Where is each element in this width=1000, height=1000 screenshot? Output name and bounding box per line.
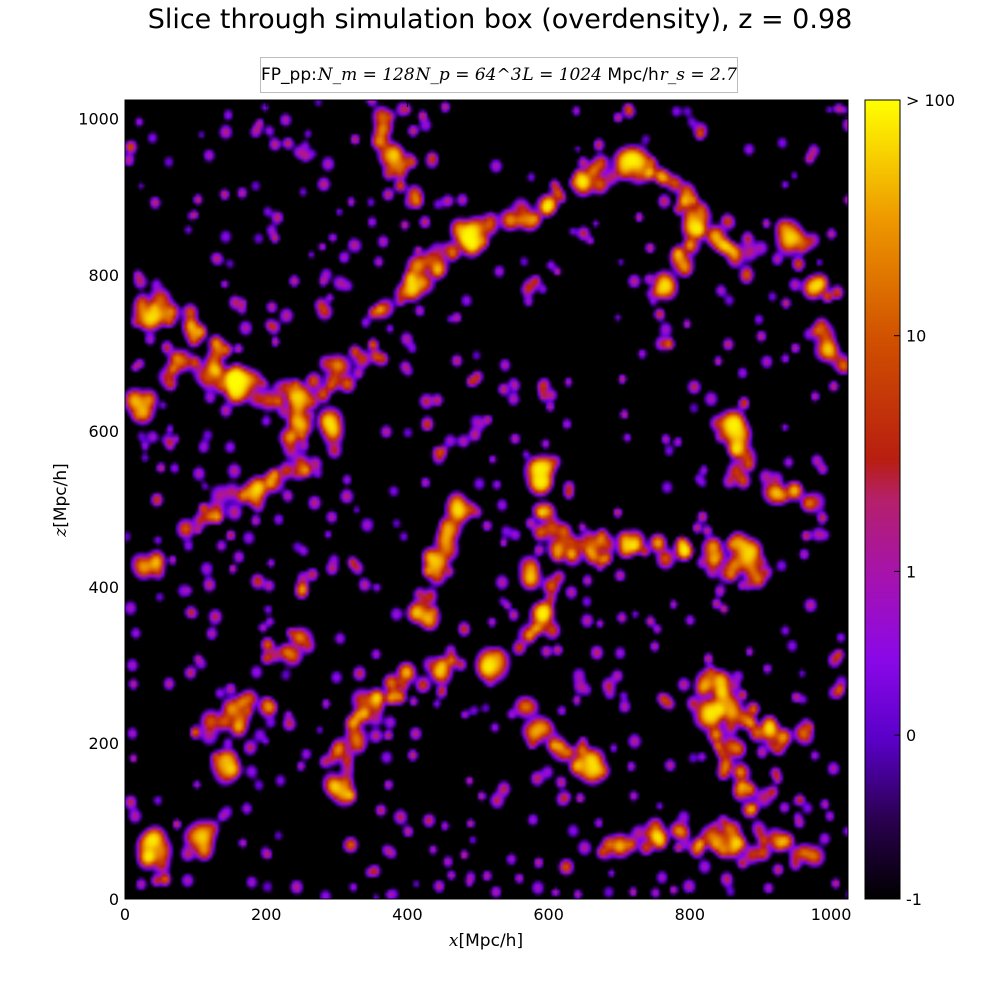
y-axis: 0 200 400 600 800 1000 (78, 110, 848, 909)
y-tick-label: 200 (88, 734, 119, 753)
subtitle-l: L = 1024 (522, 65, 602, 85)
colorbar-tick-label: 1 (906, 562, 916, 581)
x-axis-label: x[Mpc/h] (449, 931, 523, 951)
chart-subtitle-box: FP_pp: N_m = 128 N_p = 64^3 L = 1024 Mpc… (260, 57, 738, 93)
x-tick-label: 200 (251, 905, 282, 924)
colorbar-tick-label: -1 (906, 890, 922, 909)
x-tick-label: 1000 (811, 905, 852, 924)
density-heatmap-image (125, 100, 848, 899)
subtitle-r-s: r_s = 2.7 (659, 65, 738, 85)
y-axis-label-var: z (51, 527, 71, 538)
subtitle-prefix: FP_pp: (261, 65, 317, 85)
x-tick-label: 400 (392, 905, 423, 924)
y-axis-label-unit: [Mpc/h] (51, 463, 71, 528)
subtitle-l-unit: Mpc/h (607, 65, 659, 85)
colorbar (864, 99, 901, 900)
y-tick-label: 1000 (78, 110, 119, 129)
y-tick-label: 400 (88, 578, 119, 597)
colorbar-tick-label: 10 (906, 327, 926, 346)
x-tick-label: 0 (120, 905, 130, 924)
x-axis-label-var: x (449, 931, 459, 951)
x-tick-label: 600 (533, 905, 564, 924)
y-tick-label: 0 (109, 890, 119, 909)
subtitle-n-p: N_p = 64^3 (415, 65, 522, 85)
x-axis-label-unit: [Mpc/h] (459, 931, 524, 951)
y-axis-label: z[Mpc/h] (51, 463, 71, 538)
subtitle-n-m: N_m = 128 (317, 65, 415, 85)
plot-frame (124, 99, 849, 900)
chart-title: Slice through simulation box (overdensit… (147, 4, 853, 35)
x-axis: 0 200 400 600 800 1000 (120, 100, 852, 924)
colorbar-axis: -1 0 1 10 > 100 (894, 91, 955, 909)
colorbar-tick-label: 0 (906, 726, 916, 745)
colorbar-tick-label: > 100 (906, 91, 955, 110)
y-tick-label: 800 (88, 266, 119, 285)
x-tick-label: 800 (675, 905, 706, 924)
y-tick-label: 600 (88, 422, 119, 441)
